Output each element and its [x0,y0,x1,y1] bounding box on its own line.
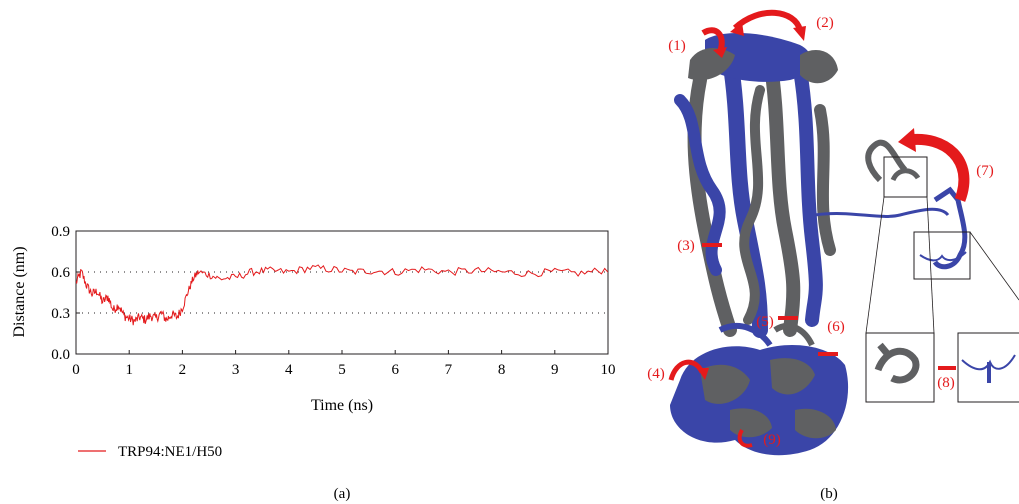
x-tick-label: 5 [338,362,346,378]
x-tick-label: 9 [551,362,559,378]
legend-label: TRP94:NE1/H50 [118,444,222,460]
x-tick-label: 3 [232,362,240,378]
inset-box-small-helix [883,156,928,198]
label-5: (5) [756,314,774,330]
y-tick-label: 0.9 [51,224,70,240]
x-axis-label: Time (ns) [311,397,373,414]
label-9: (9) [763,432,781,448]
protein-structure-illustration: (1) (2) (3) (4) (5) (6) (7) (8) (9) [647,9,1019,456]
y-axis-label: Distance (nm) [11,246,28,337]
zoom-helix [874,342,920,384]
y-tick-label: 0.6 [51,265,70,281]
y-tick-label: 0.3 [51,306,70,322]
label-6: (6) [827,319,845,335]
y-tick-label: 0.0 [51,347,70,363]
label-1: (1) [668,38,686,54]
label-7: (7) [976,163,994,179]
x-tick-label: 2 [179,362,187,378]
label-8: (8) [937,375,955,391]
label-3: (3) [677,238,695,254]
structure-ribbons [670,33,968,456]
inset-box-small-loop [913,231,971,280]
x-tick-label: 1 [125,362,133,378]
distance-chart: 0 1 2 3 4 5 6 7 8 9 10 0.0 0.3 0.6 0.9 Time (ns) Dist… [11,224,616,460]
label-2: (2) [816,15,834,31]
panel-b-label: (b) [820,486,838,502]
inset-box-helix-zoom [865,332,935,403]
motion-arrows [668,9,970,448]
plot-frame [75,230,609,355]
x-tick-label: 7 [445,362,453,378]
x-tick-label: 4 [285,362,293,378]
x-tick-label: 8 [498,362,506,378]
panel-a-label: (a) [334,486,351,502]
x-tick-label: 0 [72,362,80,378]
label-4: (4) [647,366,665,382]
x-tick-label: 10 [601,362,616,378]
inset-helix [890,168,921,182]
series-line-trp94 [76,264,608,326]
x-tick-label: 6 [391,362,399,378]
inset-loop [919,251,967,262]
